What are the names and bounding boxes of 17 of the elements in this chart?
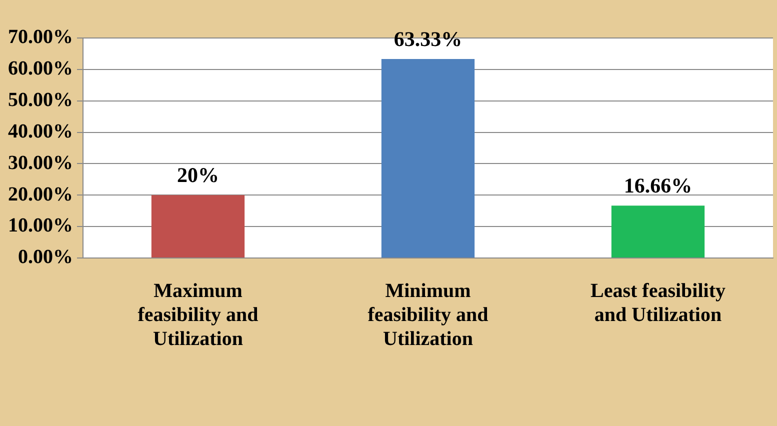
data-label: 16.66%: [624, 174, 692, 198]
bar: [151, 195, 245, 258]
x-tick-label: Minimum feasibility and Utilization: [368, 280, 488, 350]
y-tick-label: 30.00%: [8, 152, 73, 174]
data-label: 20%: [177, 163, 219, 188]
data-label: 63.33%: [394, 26, 462, 51]
y-tick-label: 70.00%: [8, 26, 73, 48]
y-tick-label: 0.00%: [18, 246, 73, 268]
y-tick-label: 40.00%: [8, 120, 73, 142]
bar: [381, 58, 475, 258]
x-tick-label: Maximum feasibility and Utilization: [138, 280, 258, 350]
bar: [611, 206, 705, 258]
x-tick-label: Least feasibility and Utilization: [590, 280, 726, 326]
y-tick-label: 50.00%: [8, 89, 73, 112]
y-tick-label: 60.00%: [8, 58, 73, 80]
y-tick-label: 20.00%: [8, 183, 73, 206]
y-tick-label: 10.00%: [8, 214, 73, 237]
